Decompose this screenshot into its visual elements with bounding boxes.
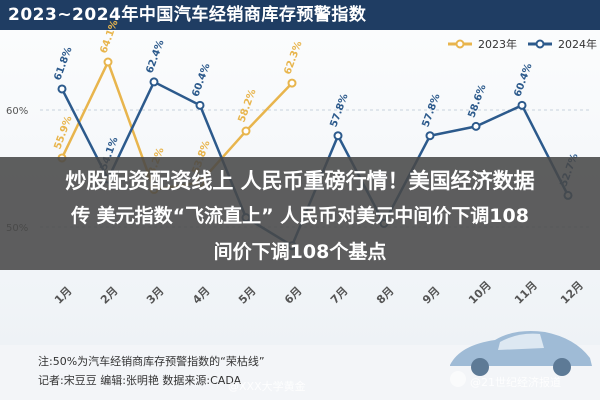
data-label: 60.4% [512,62,534,98]
y-tick-label: 60% [6,106,28,117]
x-tick-label: 10月 [466,279,494,307]
news-overlay-banner[interactable]: 炒股配资配资线上 人民币重磅行情！美国经济数据 传 美元指数“飞流直上” 人民币… [0,157,600,270]
data-point [149,77,159,87]
legend-label: 2023年 [478,37,517,51]
data-point [425,131,435,141]
overlay-line-1: 炒股配资配资线上 人民币重磅行情！美国经济数据 [65,169,535,193]
footer-credits: 记者:宋豆豆 编辑:张明艳 数据来源:CADA [38,374,242,387]
car-illustration-icon [450,331,592,376]
data-point [103,57,113,67]
data-point [241,126,251,136]
legend: 2023年 2024年 [448,37,597,51]
legend-marker [455,39,465,49]
data-point [517,100,527,110]
data-label: 58.6% [466,83,488,119]
x-tick-label: 9月 [420,284,442,306]
legend-label: 2024年 [558,37,597,51]
x-tick-label: 12月 [558,279,586,307]
overlay-line-3: 间价下调108个基点 [213,241,387,263]
data-point [287,78,297,88]
watermark-logo-icon [450,371,466,387]
x-tick-label: 5月 [236,284,258,306]
x-tick-label: 11月 [512,279,540,307]
data-label: 64.1% [98,19,120,55]
overlay-line-2: 传 美元指数“飞流直上” 人民币对美元中间价下调108 [71,205,529,227]
data-point [195,100,205,110]
data-label: 57.8% [328,92,350,128]
data-label: 62.3% [282,40,304,76]
x-tick-label: 6月 [282,284,304,306]
x-tick-label: 3月 [144,284,166,306]
x-tick-label: 2月 [98,284,120,306]
footer-note: 注:50%为汽车经销商库存预警指数的“荣枯线” [38,355,265,368]
x-tick-label: 7月 [328,284,350,306]
x-axis: 1月 2月 3月 4月 5月 6月 7月 8月 9月 10月 11月 12月 [52,279,586,307]
data-label: 58.2% [236,88,258,124]
data-label: 62.4% [144,39,166,75]
data-label: 55.9% [52,115,74,151]
data-point [471,121,481,131]
watermark-right: @21世纪经济报道 [470,376,561,389]
chart-title: 2023~2024年中国汽车经销商库存预警指数 [0,0,600,30]
data-point [57,84,67,94]
x-tick-label: 1月 [52,284,74,306]
data-label: 60.4% [190,62,212,98]
data-label: 57.8% [420,92,442,128]
data-label: 61.8% [52,46,74,82]
legend-marker [535,39,545,49]
x-tick-label: 8月 [374,284,396,306]
x-tick-label: 4月 [190,284,212,306]
watermark-left: @XXX大学黄金 [228,380,306,393]
data-point [333,131,343,141]
